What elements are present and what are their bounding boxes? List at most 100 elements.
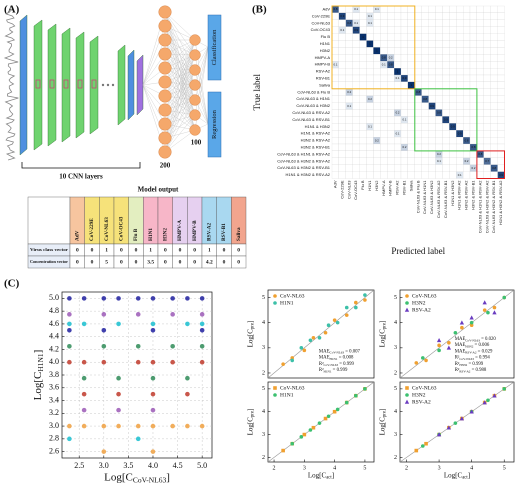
empty-cell [497,137,505,145]
empty-cell [352,137,360,145]
legend-label: H1N1 [280,392,294,398]
connection [164,39,196,69]
empty-cell [476,116,484,124]
legend-marker [273,301,277,305]
empty-cell [345,123,353,131]
empty-cell [421,157,429,165]
point [135,423,141,429]
empty-cell [456,5,464,14]
empty-cell [463,74,471,83]
y-axis-title-main: Log[C [246,417,254,436]
output-label: Classification [211,29,218,65]
empty-cell [490,5,498,14]
column-label: Flu B [360,180,365,190]
empty-cell [407,12,415,20]
annotation: R²RSV-A2 = 0.988 [455,367,487,373]
empty-cell [449,19,457,27]
empty-cell [359,102,367,110]
empty-cell [449,47,457,55]
table-value: 0 [120,259,123,265]
empty-cell [380,116,388,124]
empty-cell [469,33,478,41]
empty-cell [366,47,374,55]
empty-cell [345,130,353,138]
empty-cell [469,157,478,165]
point [311,425,316,430]
empty-cell [387,116,395,124]
cell-label: 1 [397,69,399,73]
y-axis-title: Log[Cpre] [378,321,387,348]
empty-cell [442,26,450,34]
empty-cell [338,150,346,158]
empty-cell [414,33,422,41]
empty-cell [359,74,367,83]
connection [142,84,166,125]
y-tick-label: 5 [394,295,397,301]
empty-cell [476,67,484,76]
row-label: CoV-NL63 & H3N2 [296,103,330,108]
empty-cell [407,157,415,165]
point [67,321,72,327]
empty-cell [435,171,443,179]
empty-cell [331,95,340,103]
empty-cell [352,81,360,89]
empty-cell [352,47,360,55]
point [453,421,458,425]
empty-cell [463,19,471,27]
point [199,312,205,317]
point [116,423,121,429]
empty-cell [463,33,471,41]
empty-cell [449,5,457,14]
empty-cell [476,171,484,179]
empty-cell [476,33,484,41]
empty-cell [449,61,457,69]
annotation-sub: CoV-NL63 [324,363,339,367]
row-label: HMPV-B [315,62,331,67]
empty-cell [345,81,353,89]
empty-cell [483,81,491,89]
empty-cell [359,150,367,158]
empty-cell [483,150,491,158]
point [281,362,285,366]
connection [164,11,196,71]
empty-cell [442,137,450,145]
x-tick-label: 4.0 [148,461,158,470]
y-axis-title-end: ] [246,409,254,411]
cell-label: 0.2 [396,111,400,115]
cnn-layer [61,27,71,143]
empty-cell [469,5,478,14]
empty-cell [435,116,443,124]
empty-cell [345,47,353,55]
empty-cell [476,109,484,117]
point [67,423,72,429]
empty-cell [428,81,436,89]
y-tick-label: 4.0 [49,357,59,366]
empty-cell [387,47,395,55]
annotation-main: MAE [455,349,466,354]
point [116,296,121,301]
column-label: H3N2 & RSV-B1 [471,180,476,210]
cell-label: 0.8 [492,166,496,170]
empty-cell [414,26,422,34]
connection [164,54,196,111]
connection [164,84,196,125]
kernel [77,79,83,89]
empty-cell [442,109,450,117]
empty-cell [380,95,388,103]
empty-cell [345,116,353,124]
empty-cell [442,67,450,76]
point [150,423,156,429]
x-axis-title-end: ] [332,471,334,479]
neuron [158,47,172,61]
cell-label: 0.2 [347,90,351,94]
y-axis-title-end: ] [31,350,43,354]
point [81,391,87,397]
empty-cell [331,19,340,27]
empty-cell [435,164,443,172]
empty-cell [476,164,484,172]
column-header: CoV-229E [89,218,95,241]
empty-cell [352,33,360,41]
point [150,359,156,365]
empty-cell [345,157,353,165]
empty-cell [463,143,471,152]
